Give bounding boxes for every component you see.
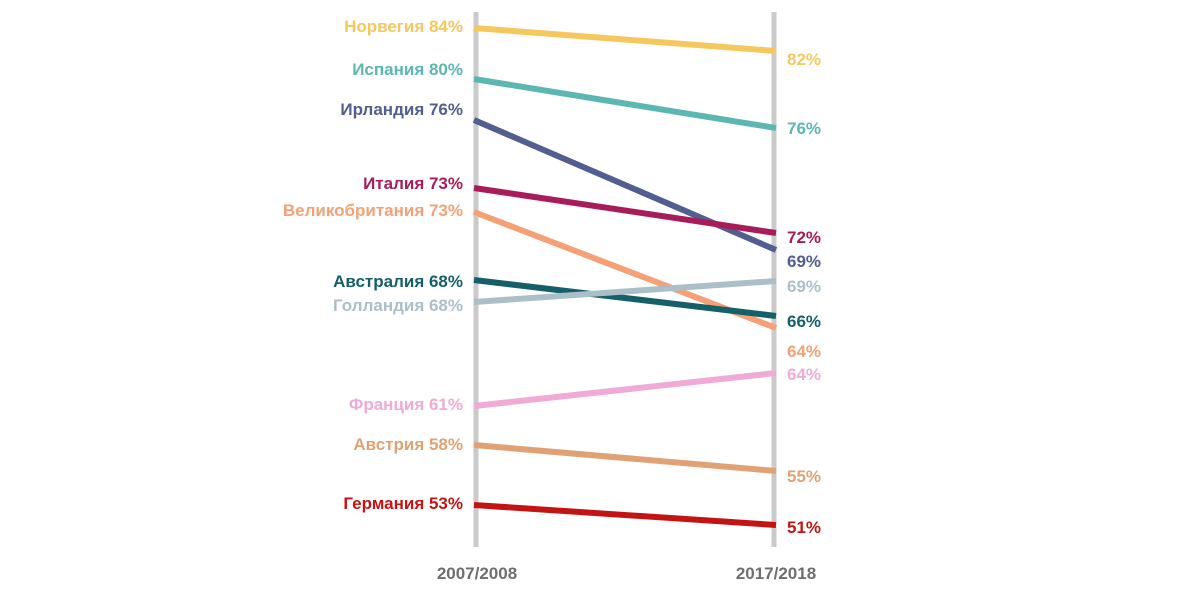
slope-line-8 (473, 442, 777, 474)
country-label-4: Великобритания 73% (282, 201, 463, 220)
end-value-label-8: 55% (787, 467, 822, 486)
end-value-label-7: 64% (787, 365, 822, 384)
country-label-5: Австралия 68% (333, 272, 463, 291)
slope-line-9 (473, 502, 777, 528)
end-value-label-3: 72% (787, 228, 822, 247)
end-value-label-1: 76% (787, 119, 822, 138)
x-axis-label-2017-2018: 2017/2018 (735, 564, 817, 583)
slope-line-7 (473, 370, 777, 409)
country-label-2: Ирландия 76% (340, 100, 463, 119)
country-label-3: Италия 73% (363, 174, 463, 193)
end-value-label-2: 69% (787, 252, 822, 271)
end-value-label-4: 64% (787, 342, 822, 361)
country-label-9: Германия 53% (343, 494, 463, 513)
country-label-0: Норвегия 84% (344, 17, 463, 36)
slope-line-0 (473, 25, 777, 54)
end-value-label-6: 69% (787, 277, 822, 296)
end-value-label-5: 66% (787, 312, 822, 331)
slope-line-5 (473, 277, 777, 319)
x-axis-label-2007-2008: 2007/2008 (436, 564, 518, 583)
slope-line-1 (473, 76, 777, 131)
country-label-8: Австрия 58% (353, 435, 463, 454)
country-label-6: Голландия 68% (333, 296, 463, 315)
slope-line-3 (473, 185, 777, 236)
slope-line-6 (473, 278, 777, 305)
end-value-label-0: 82% (787, 50, 822, 69)
end-value-label-9: 51% (787, 518, 822, 537)
country-label-1: Испания 80% (352, 60, 463, 79)
country-label-7: Франция 61% (348, 395, 463, 414)
